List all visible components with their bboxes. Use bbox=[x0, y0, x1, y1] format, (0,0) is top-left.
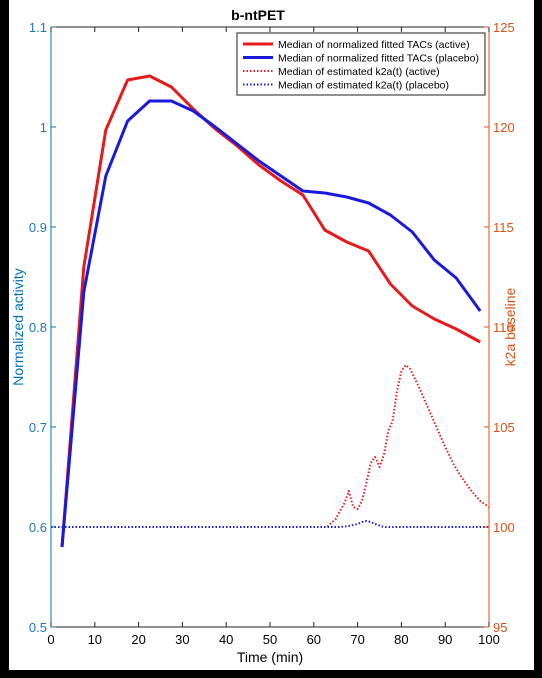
series-line-2 bbox=[51, 364, 490, 528]
x-tick-label: 100 bbox=[478, 632, 500, 647]
x-tick-label: 60 bbox=[307, 632, 321, 647]
y-tick-label-right: 120 bbox=[493, 120, 515, 135]
legend-entry-1: Median of normalized fitted TACs (placeb… bbox=[278, 53, 479, 65]
y-tick-label-left: 1 bbox=[40, 120, 47, 135]
x-tick-label: 80 bbox=[394, 632, 408, 647]
x-tick-label: 90 bbox=[438, 632, 452, 647]
y-tick-label-left: 0.5 bbox=[29, 620, 47, 635]
x-tick-label: 0 bbox=[47, 632, 54, 647]
legend: Median of normalized fitted TACs (active… bbox=[236, 32, 486, 96]
y-tick-label-left: 0.6 bbox=[29, 520, 47, 535]
ticks: 0 10 20 30 40 50 60 70 80 90 100 0.5 0.6 0.7 0.8 0.9 1 1.… bbox=[29, 20, 515, 647]
y-tick-label-right: 95 bbox=[493, 620, 507, 635]
legend-entry-0: Median of normalized fitted TACs (active… bbox=[278, 39, 470, 51]
series-line-3 bbox=[51, 520, 489, 528]
y-tick-label-left: 0.9 bbox=[29, 220, 47, 235]
y-axis-label-right: k2a baseline bbox=[502, 287, 518, 366]
series-line-1 bbox=[60, 99, 482, 548]
x-tick-label: 20 bbox=[131, 632, 145, 647]
y-axis-label-left: Normalized activity bbox=[10, 268, 26, 385]
legend-entry-3: Median of estimated k2a(t) (placebo) bbox=[278, 80, 449, 92]
y-tick-label-left: 0.8 bbox=[29, 320, 47, 335]
x-tick-label: 10 bbox=[88, 632, 102, 647]
plot-data bbox=[51, 74, 490, 548]
y-tick-label-left: 1.1 bbox=[29, 20, 47, 35]
legend-entry-2: Median of estimated k2a(t) (active) bbox=[278, 66, 440, 78]
x-tick-label: 50 bbox=[263, 632, 277, 647]
x-tick-label: 30 bbox=[175, 632, 189, 647]
y-tick-label-right: 100 bbox=[493, 520, 515, 535]
x-tick-label: 40 bbox=[219, 632, 233, 647]
y-tick-label-left: 0.7 bbox=[29, 420, 47, 435]
x-tick-label: 70 bbox=[350, 632, 364, 647]
series-line-0 bbox=[60, 74, 481, 548]
y-tick-label-right: 105 bbox=[493, 420, 515, 435]
y-tick-label-right: 115 bbox=[493, 220, 514, 235]
x-axis-label: Time (min) bbox=[237, 649, 303, 665]
figure-frame: b-ntPET 0 10 20 30 40 50 60 70 80 90 100 0.5 0.6 0.7 0… bbox=[9, 0, 534, 670]
y-tick-label-right: 125 bbox=[493, 20, 515, 35]
legend-box bbox=[236, 32, 486, 96]
y-tick-label-right: 110 bbox=[493, 320, 514, 335]
chart: b-ntPET 0 10 20 30 40 50 60 70 80 90 1000.50.60.70… bbox=[10, 7, 518, 665]
axes bbox=[50, 26, 490, 628]
chart-title: b-ntPET bbox=[231, 7, 285, 23]
